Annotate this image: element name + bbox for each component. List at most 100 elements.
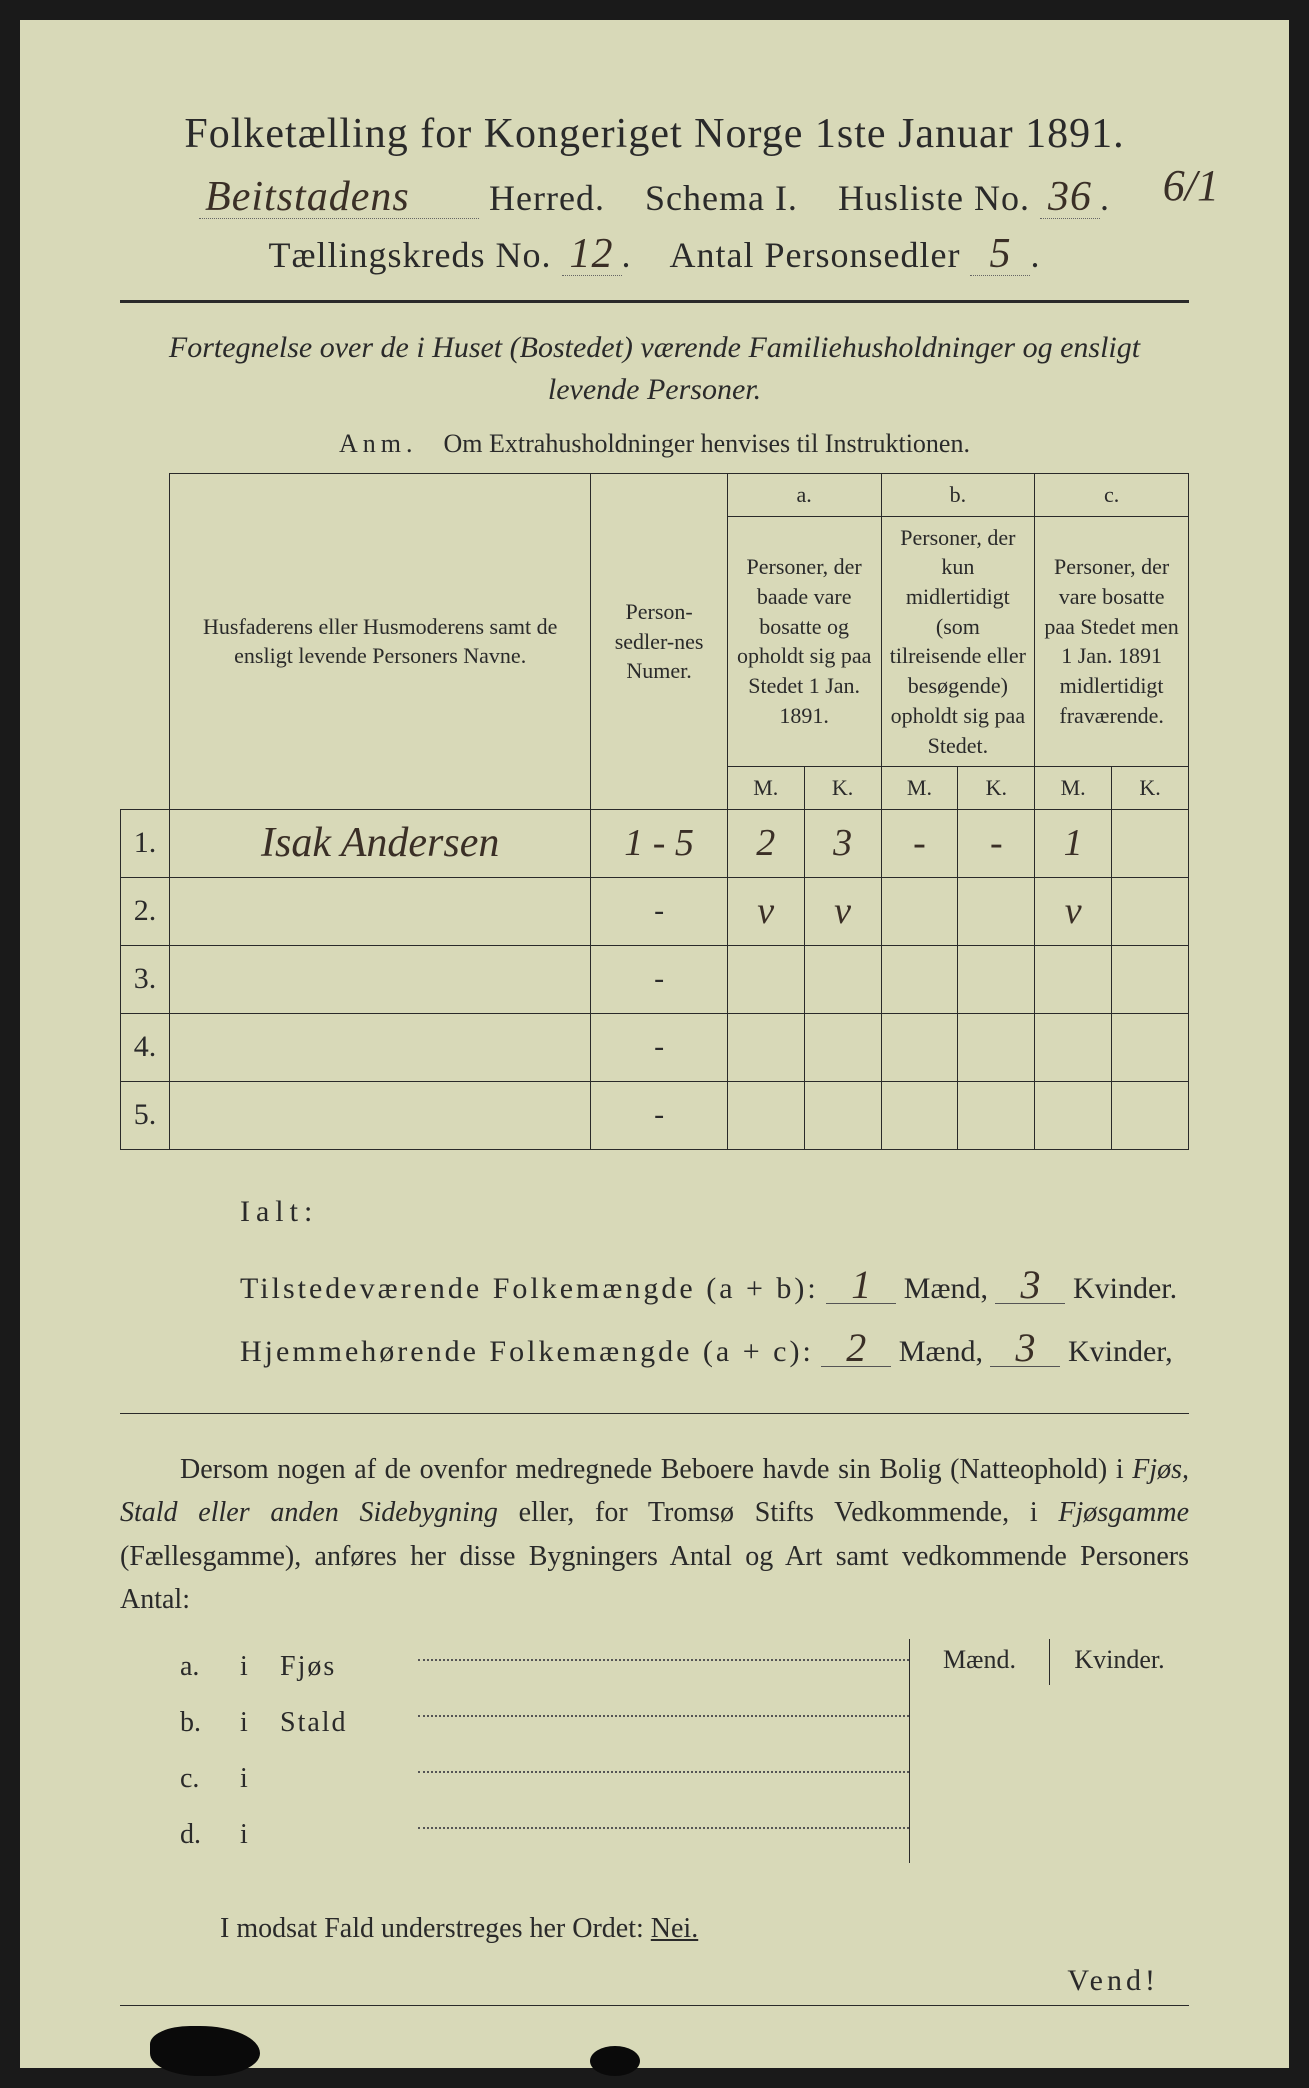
kvinder-head: Kvinder. bbox=[1050, 1639, 1189, 1685]
husliste-value: 36 bbox=[1040, 176, 1100, 219]
row-letter: d. bbox=[180, 1807, 240, 1863]
sedler-cell: 1 - 5 bbox=[591, 809, 727, 877]
dotted-line bbox=[418, 1695, 909, 1717]
resident-m: 2 bbox=[821, 1330, 891, 1367]
ialt-label: Ialt: bbox=[240, 1180, 1189, 1243]
anm-text: Om Extrahusholdninger henvises til Instr… bbox=[444, 429, 970, 458]
col-a-head: Personer, der baade vare bosatte og opho… bbox=[727, 516, 881, 767]
para-text3: (Fællesgamme), anføres her disse Bygning… bbox=[120, 1541, 1189, 1615]
name-cell: Isak Andersen bbox=[169, 809, 590, 877]
row-num: 4. bbox=[121, 1013, 170, 1081]
table-row: 5. - bbox=[121, 1081, 1189, 1149]
col-c-letter: c. bbox=[1035, 474, 1189, 517]
outbuilding-rows: a. i Fjøs b. i Stald c. i d. i bbox=[180, 1639, 909, 1863]
cell-bK bbox=[958, 877, 1035, 945]
row-category: Stald bbox=[280, 1695, 410, 1751]
husliste-label: Husliste No. bbox=[838, 178, 1030, 218]
kreds-label: Tællingskreds No. bbox=[269, 235, 552, 275]
row-category: Fjøs bbox=[280, 1639, 410, 1695]
col-b-letter: b. bbox=[881, 474, 1035, 517]
cell-bM: - bbox=[881, 809, 958, 877]
outbuilding-table: a. i Fjøs b. i Stald c. i d. i bbox=[180, 1639, 1189, 1863]
maend-label: Mænd, bbox=[899, 1335, 983, 1368]
name-cell bbox=[169, 1013, 590, 1081]
row-category bbox=[280, 1751, 410, 1807]
kvinder-label: Kvinder. bbox=[1073, 1272, 1177, 1305]
totals-line-resident: Hjemmehørende Folkemængde (a + c): 2 Mæn… bbox=[240, 1320, 1189, 1383]
outbuilding-paragraph: Dersom nogen af de ovenfor medregnede Be… bbox=[120, 1448, 1189, 1622]
outbuilding-counts: Mænd. Kvinder. bbox=[909, 1639, 1189, 1863]
col-a-letter: a. bbox=[727, 474, 881, 517]
row-letter: b. bbox=[180, 1695, 240, 1751]
sedler-cell: - bbox=[591, 945, 727, 1013]
cell-aK: v bbox=[804, 877, 881, 945]
cell-bM bbox=[881, 877, 958, 945]
header-line-kreds: Tællingskreds No. 12. Antal Personsedler… bbox=[120, 233, 1189, 276]
outbuilding-row: a. i Fjøs bbox=[180, 1639, 909, 1695]
cell-cM: v bbox=[1035, 877, 1112, 945]
row-letter: c. bbox=[180, 1751, 240, 1807]
col-sedler: Person-sedler-nes Numer. bbox=[591, 474, 727, 810]
table-row: 4. - bbox=[121, 1013, 1189, 1081]
annotation-note: Anm. Om Extrahusholdninger henvises til … bbox=[120, 429, 1189, 459]
name-cell bbox=[169, 945, 590, 1013]
row-num: 1. bbox=[121, 809, 170, 877]
col-c-m: M. bbox=[1035, 767, 1112, 810]
footer-text: I modsat Fald understreges her Ordet: bbox=[220, 1913, 651, 1944]
col-b-k: K. bbox=[958, 767, 1035, 810]
herred-label: Herred. bbox=[489, 178, 605, 218]
nei-word: Nei. bbox=[651, 1913, 698, 1944]
row-letter: a. bbox=[180, 1639, 240, 1695]
census-document: 6/1 Folketælling for Kongeriget Norge 1s… bbox=[20, 20, 1289, 2068]
para-text2: eller, for Tromsø Stifts Vedkommende, i bbox=[498, 1497, 1058, 1528]
row-i: i bbox=[240, 1807, 280, 1863]
outbuilding-row: c. i bbox=[180, 1751, 909, 1807]
dotted-line bbox=[418, 1751, 909, 1773]
present-label: Tilstedeværende Folkemængde (a + b): bbox=[240, 1272, 819, 1305]
divider bbox=[120, 300, 1189, 303]
cell-aM: v bbox=[727, 877, 804, 945]
row-i: i bbox=[240, 1639, 280, 1695]
col-c-head: Personer, der vare bosatte paa Stedet me… bbox=[1035, 516, 1189, 767]
sedler-cell: - bbox=[591, 1013, 727, 1081]
divider bbox=[120, 1413, 1189, 1414]
row-num: 5. bbox=[121, 1081, 170, 1149]
corner-annotation: 6/1 bbox=[1163, 160, 1219, 211]
kvinder-label: Kvinder, bbox=[1068, 1335, 1173, 1368]
para-em2: Fjøsgamme bbox=[1058, 1497, 1189, 1528]
col-c-k: K. bbox=[1112, 767, 1189, 810]
maend-label: Mænd, bbox=[904, 1272, 988, 1305]
header: Folketælling for Kongeriget Norge 1ste J… bbox=[120, 110, 1189, 276]
turn-over: Vend! bbox=[1067, 1964, 1159, 1998]
cell-bK: - bbox=[958, 809, 1035, 877]
anm-label: Anm. bbox=[339, 429, 418, 458]
herred-value: Beitstadens bbox=[199, 176, 479, 219]
cell-cK bbox=[1112, 877, 1189, 945]
divider bbox=[120, 2005, 1189, 2006]
outbuilding-row: d. i bbox=[180, 1807, 909, 1863]
sedler-cell: - bbox=[591, 1081, 727, 1149]
col-a-k: K. bbox=[804, 767, 881, 810]
col-a-m: M. bbox=[727, 767, 804, 810]
cell-aK: 3 bbox=[804, 809, 881, 877]
header-line-herred: Beitstadens Herred. Schema I. Husliste N… bbox=[120, 176, 1189, 219]
census-table: Husfaderens eller Husmoderens samt de en… bbox=[120, 473, 1189, 1150]
person-name: Isak Andersen bbox=[261, 820, 499, 866]
maend-head: Mænd. bbox=[910, 1639, 1050, 1685]
schema-label: Schema I. bbox=[645, 178, 798, 218]
totals-line-present: Tilstedeværende Folkemængde (a + b): 1 M… bbox=[240, 1257, 1189, 1320]
footer-nei: I modsat Fald understreges her Ordet: Ne… bbox=[220, 1913, 1189, 1945]
page-tear bbox=[590, 2046, 640, 2076]
row-i: i bbox=[240, 1695, 280, 1751]
name-cell bbox=[169, 877, 590, 945]
page-tear bbox=[150, 2026, 260, 2076]
sedler-cell: - bbox=[591, 877, 727, 945]
kreds-value: 12 bbox=[562, 233, 622, 276]
antal-value: 5 bbox=[970, 233, 1030, 276]
main-title: Folketælling for Kongeriget Norge 1ste J… bbox=[120, 110, 1189, 158]
antal-label: Antal Personsedler bbox=[670, 235, 961, 275]
para-text1: Dersom nogen af de ovenfor medregnede Be… bbox=[180, 1454, 1132, 1485]
counts-header: Mænd. Kvinder. bbox=[910, 1639, 1189, 1685]
table-row: 2. - v v v bbox=[121, 877, 1189, 945]
row-num: 3. bbox=[121, 945, 170, 1013]
